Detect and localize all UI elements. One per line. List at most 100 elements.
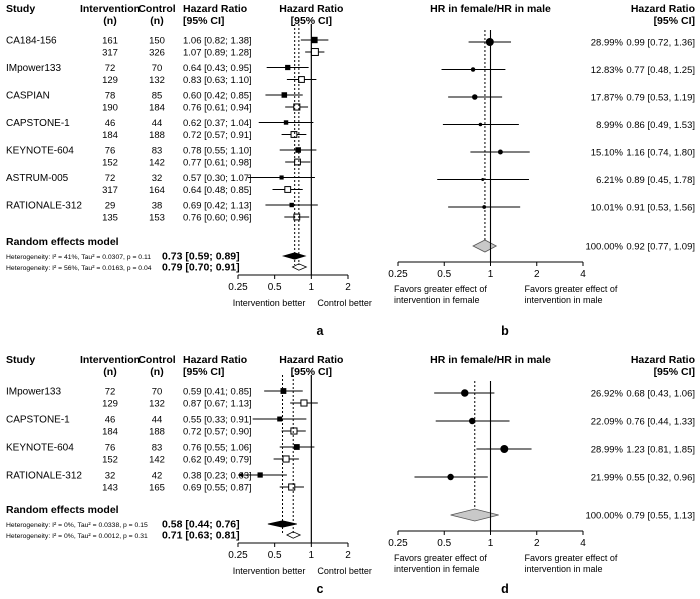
intervention-header: Intervention bbox=[80, 354, 140, 366]
plot-ci-header: [95% CI] bbox=[291, 15, 332, 27]
random-effects-label: Random effects model bbox=[6, 236, 119, 248]
point-estimate-male bbox=[293, 103, 301, 111]
ratio-point-estimate bbox=[481, 178, 485, 181]
ratio-x-tick-label: 0.25 bbox=[388, 269, 408, 280]
ratio-x-tick-label: 0.5 bbox=[437, 269, 451, 280]
intervention-n: 76 bbox=[105, 443, 116, 454]
intervention-n: 161 bbox=[102, 36, 118, 47]
study-weight: 8.99% bbox=[596, 120, 623, 131]
intervention-n: 72 bbox=[105, 387, 116, 398]
pooled-ratio-label: 0.79 [0.55, 1.13] bbox=[626, 511, 695, 522]
control-n: 32 bbox=[152, 173, 163, 184]
ratio-ci-label: 0.91 [0.53, 1.56] bbox=[626, 203, 695, 214]
point-estimate-male bbox=[293, 213, 301, 221]
intervention-n: 78 bbox=[105, 91, 116, 102]
intervention-n: 152 bbox=[102, 455, 118, 466]
intervention-n: 184 bbox=[102, 427, 118, 438]
pooled-ratio-diamond bbox=[472, 239, 498, 253]
study-weight: 10.01% bbox=[591, 203, 624, 214]
heterogeneity-text: Heterogeneity: I² = 56%, Tau² = 0.0163, … bbox=[6, 265, 152, 272]
study-name: KEYNOTE-604 bbox=[6, 443, 74, 454]
right-hazard-ratio-header: Hazard Ratio bbox=[631, 354, 695, 366]
study-name: IMpower133 bbox=[6, 63, 61, 74]
x-tick-label: 1 bbox=[309, 282, 315, 293]
hr-ratio-header: HR in female/HR in male bbox=[430, 354, 551, 366]
control-header: Control bbox=[138, 3, 175, 15]
hr-ci-label: 0.57 [0.30; 1.07] bbox=[183, 173, 252, 184]
ratio-ci-label: 0.99 [0.72, 1.36] bbox=[626, 38, 695, 49]
study-name: CA184-156 bbox=[6, 36, 57, 47]
x-tick-label: 1 bbox=[309, 550, 315, 561]
favors-female-line2: intervention in female bbox=[394, 295, 480, 305]
study-name: RATIONALE-312 bbox=[6, 201, 82, 212]
hr-ci-label: 0.59 [0.41; 0.85] bbox=[183, 387, 252, 398]
control-n: 188 bbox=[149, 427, 165, 438]
x-tick-label: 2 bbox=[345, 550, 351, 561]
control-n: 38 bbox=[152, 201, 163, 212]
ratio-point-estimate bbox=[470, 67, 476, 72]
ratio-point-estimate bbox=[468, 417, 476, 425]
ratio-ci-label: 0.68 [0.43, 1.06] bbox=[626, 389, 695, 400]
point-estimate-female bbox=[289, 202, 294, 208]
hr-ci-label: 0.78 [0.55; 1.10] bbox=[183, 146, 252, 157]
heterogeneity-text: Heterogeneity: I² = 41%, Tau² = 0.0307, … bbox=[6, 254, 151, 261]
panel-label: c bbox=[317, 582, 324, 596]
ratio-ci-label: 0.79 [0.53, 1.19] bbox=[626, 93, 695, 104]
ratio-x-tick-label: 2 bbox=[534, 269, 540, 280]
pooled-diamond-male bbox=[286, 531, 302, 539]
intervention-n-header: (n) bbox=[103, 366, 116, 378]
intervention-n: 317 bbox=[102, 185, 118, 196]
x-tick-label: 0.5 bbox=[268, 550, 282, 561]
study-weight: 21.99% bbox=[591, 473, 624, 484]
favors-female-line1: Favors greater effect of bbox=[394, 553, 487, 563]
ratio-point-estimate bbox=[482, 205, 487, 209]
ratio-point-estimate bbox=[447, 473, 454, 481]
intervention-n: 152 bbox=[102, 158, 118, 169]
control-better-label: Control better bbox=[317, 298, 372, 308]
ratio-x-tick-label: 0.25 bbox=[388, 538, 408, 549]
favors-male-line1: Favors greater effect of bbox=[525, 553, 618, 563]
hazard-ratio-header: Hazard Ratio bbox=[183, 3, 247, 15]
heterogeneity-text: Heterogeneity: I² = 0%, Tau² = 0.0338, p… bbox=[6, 522, 148, 529]
point-estimate-female bbox=[277, 416, 283, 422]
ratio-ci-label: 0.86 [0.49, 1.53] bbox=[626, 120, 695, 131]
study-name: CAPSTONE-1 bbox=[6, 118, 70, 129]
control-n: 326 bbox=[149, 48, 165, 59]
favors-female-line1: Favors greater effect of bbox=[394, 284, 487, 294]
hazard-ratio-header: Hazard Ratio bbox=[183, 354, 247, 366]
intervention-n: 317 bbox=[102, 48, 118, 59]
control-n: 184 bbox=[149, 103, 165, 114]
control-better-label: Control better bbox=[317, 566, 372, 576]
heterogeneity-text: Heterogeneity: I² = 0%, Tau² = 0.0012, p… bbox=[6, 533, 148, 540]
study-name: CASPIAN bbox=[6, 91, 50, 102]
hr-ci-label: 0.62 [0.37; 1.04] bbox=[183, 118, 252, 129]
ci-arrow bbox=[238, 472, 243, 478]
point-estimate-male bbox=[310, 48, 319, 56]
study-name: RATIONALE-312 bbox=[6, 471, 82, 482]
plot-hazard-ratio-header: Hazard Ratio bbox=[279, 3, 343, 15]
point-estimate-male bbox=[300, 399, 308, 407]
ci-header: [95% CI] bbox=[183, 366, 224, 378]
study-weight: 12.83% bbox=[591, 65, 624, 76]
ratio-x-tick-label: 2 bbox=[534, 538, 540, 549]
ratio-ci-label: 0.55 [0.32, 0.96] bbox=[626, 473, 695, 484]
point-estimate-male bbox=[290, 427, 298, 435]
point-estimate-male bbox=[290, 131, 298, 138]
intervention-n: 32 bbox=[105, 471, 116, 482]
study-weight: 6.21% bbox=[596, 175, 623, 186]
hr-ci-label: 0.38 [0.23; 0.63] bbox=[183, 471, 252, 482]
point-estimate-female bbox=[257, 472, 263, 478]
pooled-hr-label: 0.73 [0.59; 0.89] bbox=[162, 251, 240, 263]
ratio-x-tick-label: 1 bbox=[488, 538, 494, 549]
study-name: ASTRUM-005 bbox=[6, 173, 69, 184]
intervention-n: 29 bbox=[105, 201, 116, 212]
intervention-n: 143 bbox=[102, 483, 118, 494]
hr-ci-label: 0.69 [0.42; 1.13] bbox=[183, 201, 252, 212]
study-weight: 26.92% bbox=[591, 389, 624, 400]
ratio-ci-label: 1.16 [0.74, 1.80] bbox=[626, 148, 695, 159]
intervention-n: 135 bbox=[102, 213, 118, 224]
point-estimate-male bbox=[294, 158, 301, 166]
control-n-header: (n) bbox=[150, 366, 163, 378]
pooled-ratio-label: 0.92 [0.77, 1.09] bbox=[626, 242, 695, 253]
ratio-point-estimate bbox=[485, 38, 494, 46]
